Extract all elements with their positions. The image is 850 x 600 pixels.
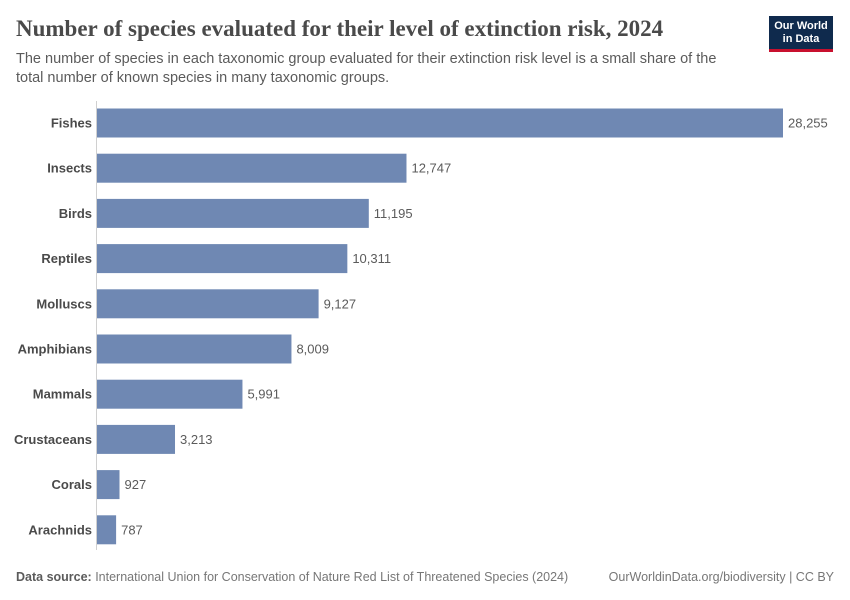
bar-fishes[interactable] — [97, 108, 783, 138]
category-label: Crustaceans — [14, 432, 92, 447]
value-label: 8,009 — [296, 342, 329, 357]
bar-insects[interactable] — [97, 153, 407, 183]
value-label: 5,991 — [247, 387, 280, 402]
value-label: 11,195 — [374, 206, 413, 221]
category-label: Arachnids — [28, 522, 92, 537]
value-label: 787 — [121, 522, 143, 537]
value-label: 12,747 — [411, 161, 451, 176]
bar-chart: Fishes 28,255 Insects 12,747 Birds 11,195 Rept… — [14, 101, 828, 550]
value-label: 927 — [125, 477, 147, 492]
bar-mammals[interactable] — [97, 379, 243, 409]
category-label: Fishes — [51, 116, 92, 131]
chart-title: Number of species evaluated for their le… — [16, 16, 664, 41]
category-label: Mammals — [33, 387, 92, 402]
chart-subtitle: The number of species in each taxonomic … — [16, 51, 717, 86]
data-source-label: Data source: — [16, 570, 92, 584]
bar-corals[interactable] — [97, 470, 120, 500]
category-label: Molluscs — [36, 296, 92, 311]
value-label: 28,255 — [788, 116, 828, 131]
value-label: 3,213 — [180, 432, 213, 447]
footer: Data source: International Union for Con… — [16, 570, 834, 584]
data-source-text[interactable]: International Union for Conservation of … — [91, 570, 569, 584]
bar-amphibians[interactable] — [97, 334, 292, 364]
category-label: Amphibians — [18, 342, 92, 357]
category-label: Corals — [52, 477, 92, 492]
logo-line-2: in Data — [782, 33, 820, 45]
bar-birds[interactable] — [97, 198, 369, 228]
category-label: Insects — [47, 161, 92, 176]
category-label: Birds — [59, 206, 92, 221]
bar-arachnids[interactable] — [97, 515, 117, 545]
logo-line-1: Our World — [774, 20, 828, 32]
category-label: Reptiles — [41, 251, 92, 266]
footer-link[interactable]: OurWorldinData.org/biodiversity | CC BY — [608, 570, 834, 584]
owid-logo[interactable]: Our World in Data — [769, 16, 833, 52]
bar-molluscs[interactable] — [97, 289, 319, 319]
value-label: 10,311 — [352, 251, 391, 266]
value-label: 9,127 — [324, 296, 357, 311]
bar-crustaceans[interactable] — [97, 424, 176, 454]
bar-reptiles[interactable] — [97, 244, 348, 274]
